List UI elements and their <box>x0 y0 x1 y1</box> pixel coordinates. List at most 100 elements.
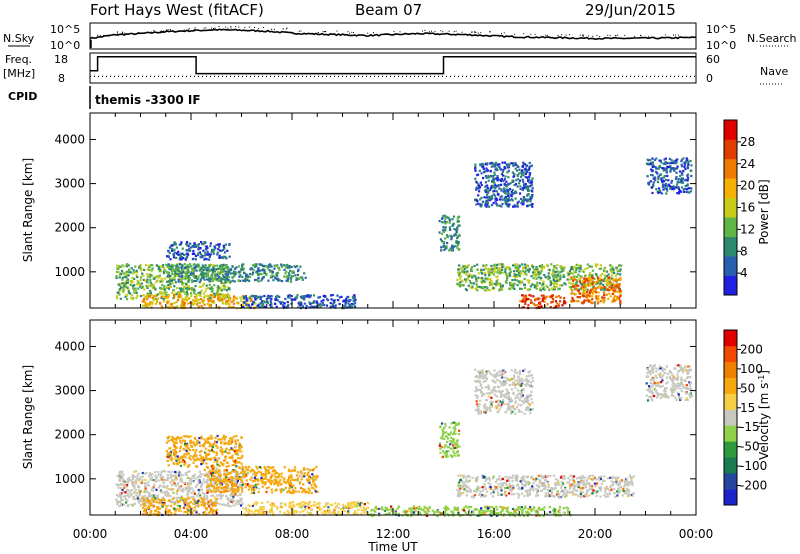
scatter-cell <box>202 265 205 268</box>
scatter-cell <box>173 507 176 510</box>
scatter-cell <box>149 511 152 514</box>
scatter-cell <box>202 299 206 302</box>
scatter-cell <box>315 465 318 468</box>
scatter-cell <box>202 282 205 285</box>
scatter-cell <box>465 273 468 276</box>
scatter-cell <box>440 240 444 243</box>
scatter-cell <box>575 266 578 270</box>
scatter-cell <box>220 288 223 291</box>
scatter-cell <box>253 263 257 266</box>
scatter-cell <box>200 266 203 269</box>
scatter-cell <box>605 279 608 282</box>
power-panel <box>115 157 693 310</box>
scatter-cell <box>524 302 527 305</box>
scatter-cell <box>119 479 122 482</box>
scatter-cell <box>201 483 204 486</box>
scatter-cell <box>215 501 218 504</box>
scatter-cell <box>611 277 614 280</box>
scatter-cell <box>133 470 136 473</box>
scatter-cell <box>488 189 491 192</box>
scatter-cell <box>301 278 304 281</box>
scatter-cell <box>557 303 560 306</box>
scatter-cell <box>493 282 496 285</box>
scatter-cell <box>155 475 158 478</box>
scatter-cell <box>264 481 268 484</box>
scatter-cell <box>665 192 668 195</box>
scatter-cell <box>126 482 129 485</box>
scatter-cell <box>544 275 547 278</box>
scatter-cell <box>167 275 170 279</box>
scatter-cell <box>534 275 538 278</box>
scatter-cell <box>549 280 552 283</box>
scatter-cell <box>231 494 234 497</box>
scatter-cell <box>161 283 164 287</box>
scatter-cell <box>238 476 241 479</box>
scatter-cell <box>221 297 224 300</box>
scatter-cell <box>485 277 489 280</box>
scatter-cell <box>579 282 582 285</box>
scatter-cell <box>146 498 150 501</box>
scatter-cell <box>313 488 316 491</box>
scatter-cell <box>217 470 220 473</box>
scatter-cell <box>450 245 454 248</box>
scatter-cell <box>210 466 214 469</box>
scatter-cell <box>197 476 200 479</box>
scatter-cell <box>160 287 163 290</box>
scatter-cell <box>231 486 234 489</box>
scatter-cell <box>152 297 155 300</box>
scatter-cell <box>274 302 277 305</box>
scatter-cell <box>475 285 478 288</box>
scatter-cell <box>225 495 228 498</box>
scatter-cell <box>157 265 160 268</box>
scatter-cell <box>192 498 195 501</box>
scatter-cell <box>133 271 136 274</box>
scatter-cell <box>525 265 529 268</box>
scatter-cell <box>287 296 290 299</box>
scatter-cell <box>459 280 462 284</box>
scatter-cell <box>139 504 142 507</box>
colorbar-tick-label: 20 <box>740 179 755 193</box>
scatter-cell <box>307 491 310 494</box>
scatter-cell <box>266 302 269 305</box>
scatter-cell <box>492 180 495 183</box>
nsky-point <box>617 34 619 36</box>
scatter-cell <box>332 293 335 297</box>
scatter-cell <box>686 183 689 186</box>
scatter-cell <box>242 267 245 270</box>
nsky-point <box>317 32 319 33</box>
scatter-cell <box>150 502 153 505</box>
scatter-cell <box>211 289 214 292</box>
scatter-cell <box>141 498 144 501</box>
scatter-cell <box>243 475 246 479</box>
scatter-cell <box>145 498 148 501</box>
scatter-cell <box>146 268 149 271</box>
scatter-cell <box>662 188 665 191</box>
scatter-cell <box>221 264 224 267</box>
scatter-cell <box>204 440 208 443</box>
scatter-cell <box>178 294 181 297</box>
scatter-cell <box>163 502 166 505</box>
scatter-cell <box>498 289 501 292</box>
scatter-cell <box>252 271 255 274</box>
scatter-cell <box>204 272 207 275</box>
scatter-cell <box>217 473 220 476</box>
scatter-cell <box>466 270 469 273</box>
scatter-cell <box>203 303 206 306</box>
scatter-cell <box>181 247 184 250</box>
scatter-cell <box>241 454 244 457</box>
scatter-cell <box>485 201 488 204</box>
scatter-cell <box>556 277 559 280</box>
scatter-cell <box>670 181 673 184</box>
scatter-cell <box>478 285 481 289</box>
scatter-cell <box>294 466 297 469</box>
scatter-cell <box>189 510 192 513</box>
scatter-cell <box>201 284 205 287</box>
scatter-cell <box>148 295 151 298</box>
scatter-cell <box>232 298 235 301</box>
scatter-cell <box>311 469 315 472</box>
scatter-cell <box>133 486 136 490</box>
scatter-cell <box>457 241 460 244</box>
scatter-cell <box>652 185 655 188</box>
scatter-cell <box>563 275 566 278</box>
scatter-cell <box>238 502 241 505</box>
